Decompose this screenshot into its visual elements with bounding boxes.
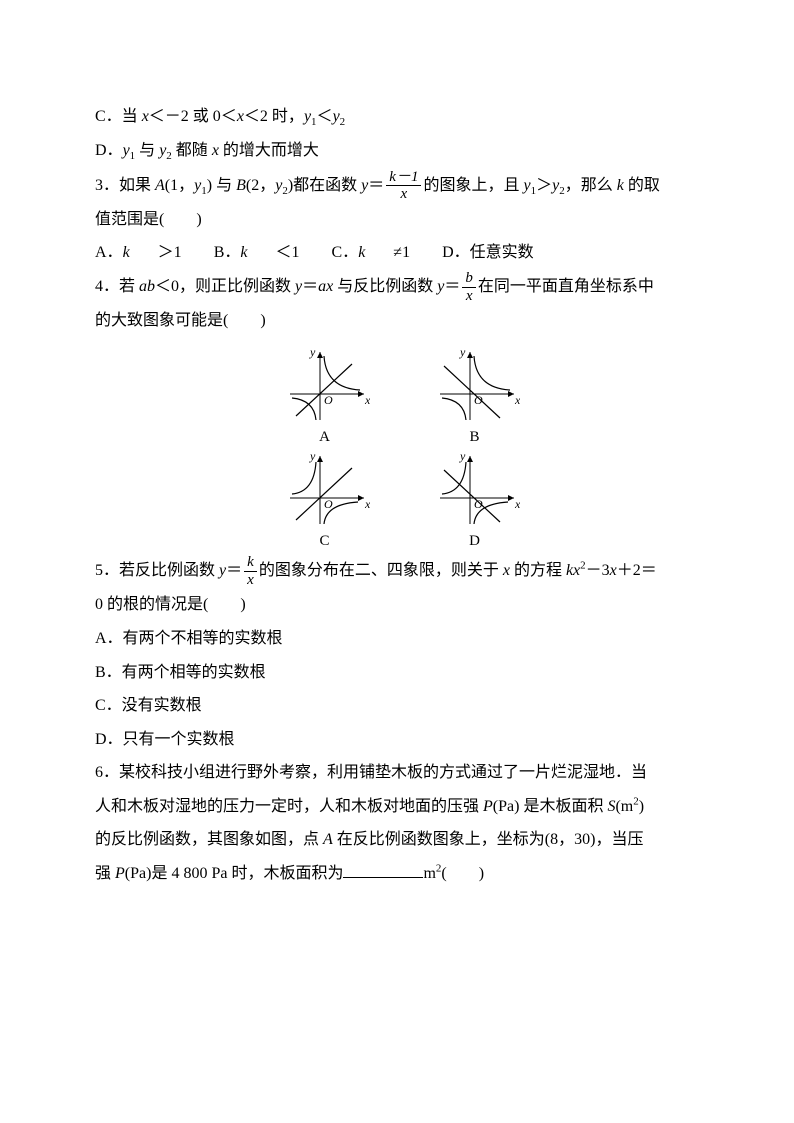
q5-optB: B．有两个相等的实数根 bbox=[95, 656, 704, 690]
option-d: D．y1 与 y2 都随 x 的增大而增大 bbox=[95, 134, 704, 168]
svg-text:x: x bbox=[364, 497, 370, 511]
fig-B: x y O B bbox=[430, 346, 520, 446]
q4-line1: 4．若 ab＜0，则正比例函数 y＝ax 与反比例函数 y＝bx在同一平面直角坐… bbox=[95, 270, 704, 304]
figA-label: A bbox=[280, 428, 370, 446]
svg-text:y: y bbox=[309, 346, 316, 359]
svg-text:O: O bbox=[324, 497, 333, 511]
q6-line2: 人和木板对湿地的压力一定时，人和木板对地面的压强 P(Pa) 是木板面积 S(m… bbox=[95, 790, 704, 824]
option-c: C．当 x＜－2 或 0＜x＜2 时，y1＜y2 bbox=[95, 100, 704, 134]
c-prefix: C．当 bbox=[95, 108, 142, 125]
q5-num: k bbox=[247, 554, 254, 570]
q4-num: b bbox=[465, 270, 473, 286]
svg-text:y: y bbox=[459, 346, 466, 359]
q3-options: A．k＞1 B．k＜1 C．k≠1 D．任意实数 bbox=[95, 236, 704, 270]
figD-label: D bbox=[430, 532, 520, 550]
q3-optC: C．k≠1 bbox=[332, 244, 411, 261]
q3-optB: B．k＜1 bbox=[214, 244, 300, 261]
q4-den: x bbox=[466, 288, 473, 304]
q3-line2: 值范围是( ) bbox=[95, 203, 704, 237]
fig-C: x y O C bbox=[280, 450, 370, 550]
q4-figures: x y O A x y O B bbox=[95, 346, 704, 550]
q3-num: k－1 bbox=[389, 169, 418, 185]
q3-p3: 值范围是( ) bbox=[95, 211, 202, 228]
q6-line1: 6．某校科技小组进行野外考察，利用铺垫木板的方式通过了一片烂泥湿地．当 bbox=[95, 756, 704, 790]
blank-answer bbox=[343, 860, 423, 878]
q5-optD: D．只有一个实数根 bbox=[95, 723, 704, 757]
svg-text:x: x bbox=[514, 393, 520, 407]
q4-p3: 的大致图象可能是( ) bbox=[95, 312, 266, 329]
q3-line1: 3．如果 A(1，y1) 与 B(2，y2)都在函数 y＝k－1x的图象上，且 … bbox=[95, 169, 704, 203]
q6-line4: 强 P(Pa)是 4 800 Pa 时，木板面积为m2( ) bbox=[95, 857, 704, 891]
svg-text:y: y bbox=[309, 450, 316, 463]
q3-den: x bbox=[401, 186, 408, 202]
q3-optD: D．任意实数 bbox=[442, 244, 534, 261]
q5-p3: 0 的根的情况是( ) bbox=[95, 596, 246, 613]
q5-den: x bbox=[247, 572, 254, 588]
q6-line3: 的反比例函数，其图象如图，点 A 在反比例函数图象上，坐标为(8，30)，当压 bbox=[95, 823, 704, 857]
svg-text:x: x bbox=[514, 497, 520, 511]
q5-line2: 0 的根的情况是( ) bbox=[95, 588, 704, 622]
q4-line2: 的大致图象可能是( ) bbox=[95, 304, 704, 338]
fig-A: x y O A bbox=[280, 346, 370, 446]
figB-label: B bbox=[430, 428, 520, 446]
q5-line1: 5．若反比例函数 y＝kx的图象分布在二、四象限，则关于 x 的方程 kx2－3… bbox=[95, 554, 704, 588]
svg-text:x: x bbox=[364, 393, 370, 407]
q5-optC: C．没有实数根 bbox=[95, 689, 704, 723]
svg-text:O: O bbox=[324, 393, 333, 407]
q3-optA: A．k＞1 bbox=[95, 244, 182, 261]
fig-D: x y O D bbox=[430, 450, 520, 550]
q5-optA: A．有两个不相等的实数根 bbox=[95, 622, 704, 656]
svg-text:y: y bbox=[459, 450, 466, 463]
figC-label: C bbox=[280, 532, 370, 550]
